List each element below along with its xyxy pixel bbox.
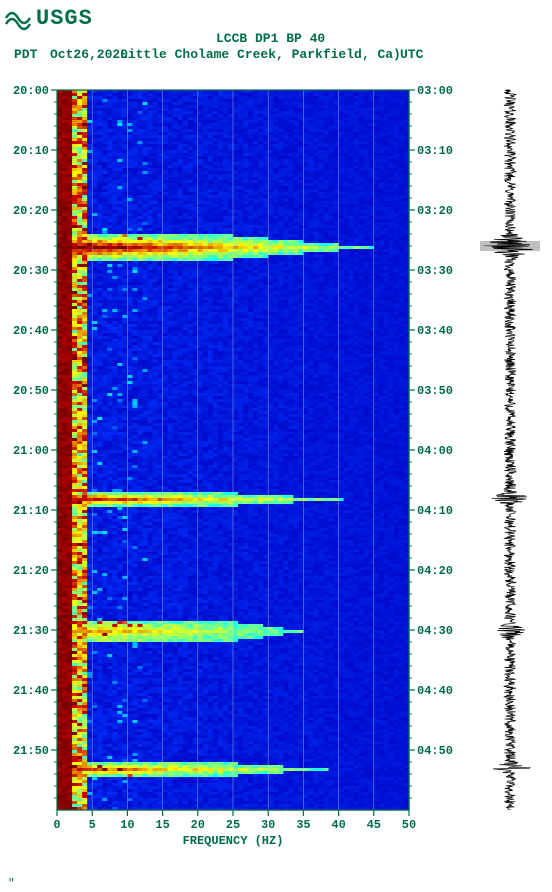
date-label: Oct26,2020 (50, 47, 128, 62)
plot-title: LCCB DP1 BP 40 (216, 31, 325, 46)
station-label: Little Cholame Creek, Parkfield, Ca) (120, 47, 401, 62)
right-tz-label: UTC (400, 47, 424, 62)
svg-text:USGS: USGS (36, 6, 93, 31)
spectrogram-plot (57, 90, 410, 811)
left-tz-label: PDT (14, 47, 38, 62)
x-axis-label: FREQUENCY (HZ) (183, 834, 284, 848)
spectrogram-figure: USGS LCCB DP1 BP 40 PDT Oct26,2020Little Ch… (0, 0, 552, 892)
